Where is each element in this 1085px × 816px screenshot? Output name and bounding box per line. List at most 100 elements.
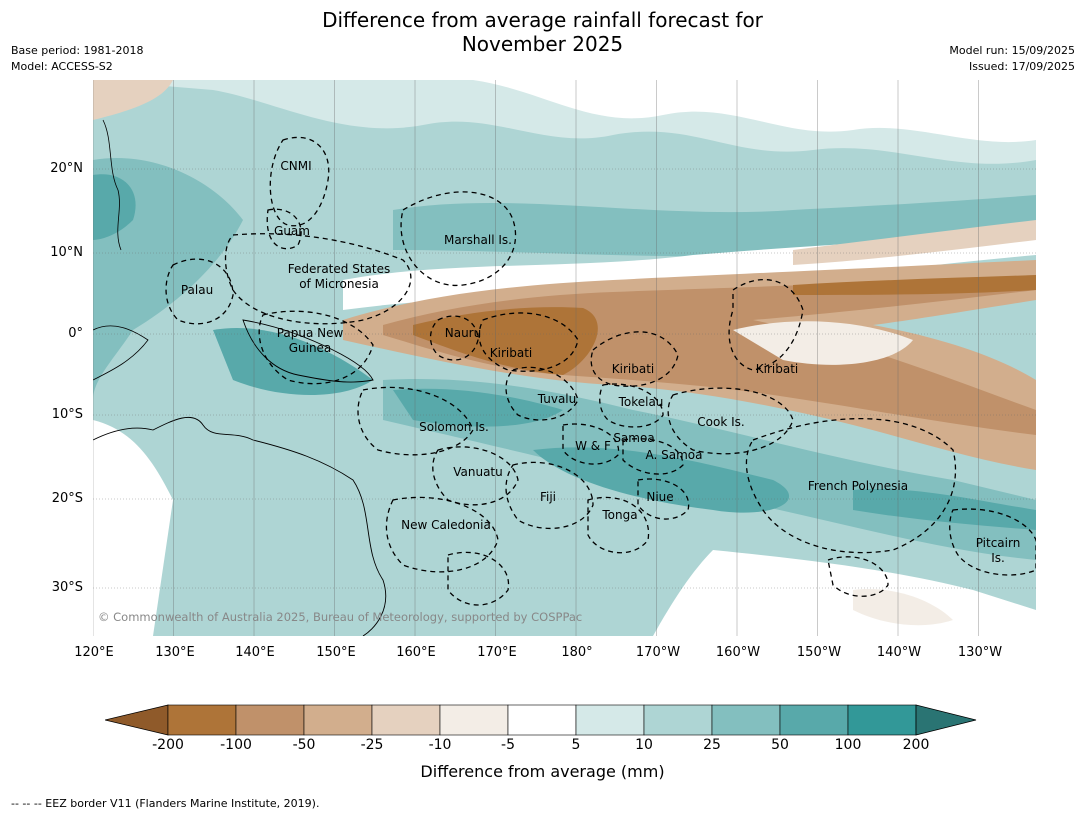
title-line-1: Difference from average rainfall forecas… [322,8,763,32]
region-label: Marshall Is. [444,233,512,247]
colorbar-tick-label: 5 [571,737,581,753]
region-label: Fiji [540,490,556,504]
ne-brown-stripe [793,220,1036,265]
eez-tuvalu [505,366,579,421]
colorbar-tick-label: 100 [834,737,862,753]
colorbar-segment [371,704,441,736]
colorbar-segment [779,704,849,736]
copyright-text: © Commonwealth of Australia 2025, Bureau… [98,610,583,624]
colorbar-segment [235,704,305,736]
lon-label-170w: 170°W [635,645,681,660]
eez-png [258,310,374,385]
colorbar-label: Difference from average (mm) [420,762,665,781]
eez-asamoa [622,438,684,475]
colorbar-segment [167,704,237,736]
brown-core-east [793,275,1036,295]
colorbar-tick-label: -25 [360,737,384,753]
png-dark-teal [213,328,373,395]
eez-new-caledonia [385,496,499,573]
region-label: Tuvalu [537,392,577,406]
region-label: of Micronesia [299,277,379,291]
lat-label-10n: 10°N [50,245,83,260]
nw-brown [93,80,173,120]
colorbar-tick-label: -50 [292,737,316,753]
colorbar-tick-label: 25 [703,737,721,753]
meta-left: Base period: 1981-2018 Model: ACCESS-S2 [11,43,143,75]
colorbar-arrow-low [104,704,169,736]
graticule [93,80,1036,636]
colorbar [104,702,985,742]
lon-label-160w: 160°W [715,645,761,660]
region-label: Pitcairn [976,536,1021,550]
colorbar-tick-label: -5 [501,737,515,753]
region-label: CNMI [280,159,311,173]
meta-right: Model run: 15/09/2025 Issued: 17/09/2025 [949,43,1075,75]
fiji-dark-teal [533,447,790,513]
indonesia-coastline [93,325,149,381]
region-label: Federated States [288,262,390,276]
region-label: Papua New [277,326,344,340]
colorbar-tick-label: 10 [635,737,653,753]
eez-guam [266,208,302,250]
colorbar-segment [711,704,781,736]
philippines-coastline [102,119,122,251]
model-text: Model: ACCESS-S2 [11,60,113,73]
lat-label-10s: 10°S [51,407,83,422]
eez-fiji [505,461,594,530]
eez-tonga [587,496,650,554]
eez-kiribati-east [728,279,804,371]
colorbar-segment [439,704,509,736]
eez-pitcairn [949,508,1036,576]
chart-title: Difference from average rainfall forecas… [0,8,1085,56]
eez-vanuatu [432,446,519,506]
colorbar-segment [507,704,577,736]
eez-french-polynesia [745,417,957,554]
region-label: Solomon Is. [419,420,489,434]
region-label: Cook Is. [697,415,744,429]
lon-label-130e: 130°E [155,645,195,660]
eez-cnmi [269,136,330,227]
region-label: Kiribati [612,362,654,376]
issued-text: Issued: 17/09/2025 [968,60,1075,73]
kiribati-pale [733,321,913,365]
eez-samoa-wf [562,423,620,465]
lat-label-20n: 20°N [50,161,83,176]
brown-core-west [413,307,598,375]
colorbar-segment [847,704,917,736]
australia-coastline [93,416,387,636]
eez-norfolk [447,551,510,606]
eez-tokelau [599,383,664,428]
eez-cook [667,387,794,455]
colorbar-tick-label: 200 [902,737,930,753]
lon-label-140e: 140°E [235,645,275,660]
lon-label-150e: 150°E [316,645,356,660]
eez-solomon [357,386,474,456]
region-label: Guinea [289,341,332,355]
model-run-text: Model run: 15/09/2025 [949,44,1075,57]
region-label: Nauru [445,326,481,340]
west-dark-teal [93,174,136,240]
colorbar-tick-label: -100 [220,737,252,753]
lat-label-0: 0° [68,326,83,341]
region-label: Vanuatu [453,465,503,479]
lat-label-30s: 30°S [51,580,83,595]
region-label: Palau [181,283,213,297]
region-label: Niue [646,490,673,504]
region-label: French Polynesia [808,479,908,493]
lat-label-20s: 20°S [51,491,83,506]
region-label: A. Samoa [646,448,703,462]
lon-label-120e: 120°E [74,645,114,660]
region-label: Samoa [613,431,654,445]
region-label: Tokelau [618,395,664,409]
australia-white [93,420,173,636]
colorbar-svg [104,704,977,736]
region-label: Guam [274,224,310,238]
eez-palau [165,258,234,325]
colorbar-tick-label: -200 [152,737,184,753]
south-pale [853,589,953,626]
colorbar-segment [575,704,645,736]
region-label: W & F [575,439,611,453]
region-label: Kiribati [490,346,532,360]
eez-rapa [827,556,889,597]
